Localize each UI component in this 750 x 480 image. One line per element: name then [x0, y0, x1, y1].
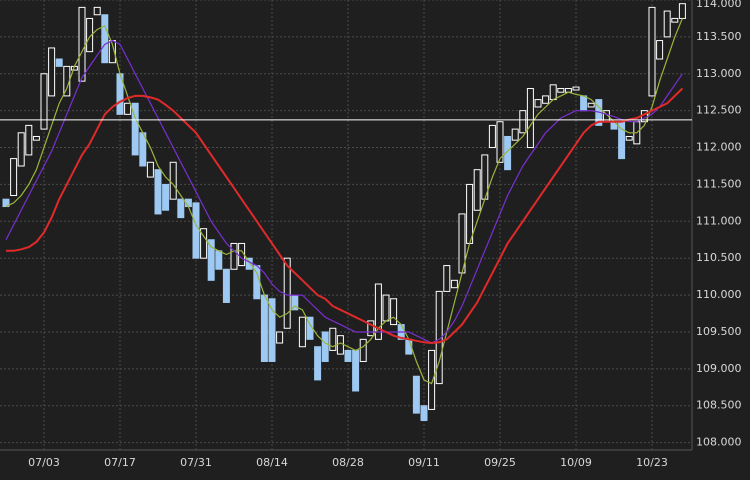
candle [124, 102, 132, 115]
candle [268, 298, 276, 362]
y-tick-label: 109.000 [696, 362, 742, 375]
candle [200, 228, 208, 259]
candle [496, 121, 504, 163]
candle [207, 239, 215, 281]
moving-average [5, 39, 683, 344]
candle [215, 250, 223, 270]
moving-average [6, 87, 684, 345]
candle [671, 17, 679, 23]
x-tick-label: 09/11 [408, 456, 440, 469]
candle [374, 283, 382, 340]
x-tick-label: 07/03 [28, 456, 60, 469]
candle [678, 3, 686, 19]
candle [526, 88, 534, 149]
candle [162, 183, 170, 211]
candle [390, 298, 398, 326]
x-tick-label: 08/28 [332, 456, 364, 469]
candle [352, 349, 360, 392]
candle [488, 124, 496, 149]
x-tick-label: 09/25 [484, 456, 516, 469]
candle [146, 161, 154, 178]
candle [359, 338, 367, 362]
y-tick-label: 111.500 [696, 177, 742, 190]
candle [154, 169, 162, 215]
candle [534, 99, 542, 108]
candle [25, 124, 33, 156]
candle [557, 88, 565, 93]
candle [17, 132, 25, 167]
y-tick-label: 112.000 [696, 141, 742, 154]
candle [572, 86, 580, 91]
candle [192, 202, 200, 259]
candle [93, 6, 101, 16]
candle [344, 349, 352, 362]
y-tick-label: 110.000 [696, 288, 742, 301]
candle [473, 169, 481, 211]
candle [428, 349, 436, 410]
candle [435, 290, 443, 385]
candle [648, 6, 656, 97]
candle [580, 95, 588, 112]
candle [314, 346, 322, 381]
candle [336, 335, 344, 355]
y-tick-label: 108.500 [696, 399, 742, 412]
candle [367, 320, 375, 337]
candle [222, 268, 230, 303]
candle [420, 405, 428, 421]
x-tick-label: 10/09 [560, 456, 592, 469]
candle [329, 327, 337, 351]
candle [276, 331, 284, 344]
candle [504, 135, 512, 171]
x-tick-label: 08/14 [256, 456, 288, 469]
candle [587, 102, 595, 108]
candle [298, 316, 306, 348]
candle [260, 294, 268, 362]
y-tick-label: 113.500 [696, 30, 742, 43]
candle [40, 73, 48, 130]
y-tick-label: 112.500 [696, 104, 742, 117]
candle [542, 95, 550, 104]
candle [55, 58, 63, 67]
candle [511, 128, 519, 141]
candle [32, 135, 40, 141]
candle [549, 84, 557, 101]
candle [656, 40, 664, 60]
candle [169, 161, 177, 200]
x-tick-label: 07/31 [180, 456, 212, 469]
candle [466, 183, 474, 244]
candle [131, 102, 139, 156]
candle [382, 294, 390, 322]
candle [321, 331, 329, 362]
candle [177, 198, 185, 219]
candle [443, 265, 451, 292]
candle [48, 47, 56, 97]
y-tick-label: 114.000 [696, 0, 742, 10]
x-tick-label: 07/17 [104, 456, 136, 469]
candle [78, 6, 86, 82]
x-tick-label: 10/23 [636, 456, 668, 469]
y-tick-label: 110.500 [696, 251, 742, 264]
moving-average [5, 18, 683, 385]
candle [450, 279, 458, 289]
y-tick-label: 113.000 [696, 67, 742, 80]
candle [86, 17, 94, 53]
candle [10, 158, 18, 196]
candle [663, 10, 671, 38]
candle [610, 121, 618, 130]
candle [625, 135, 633, 141]
candle [230, 242, 238, 270]
candle [101, 14, 109, 64]
y-tick-label: 108.000 [696, 436, 742, 449]
y-tick-label: 111.000 [696, 214, 742, 227]
candle [412, 375, 420, 414]
candle [519, 110, 527, 134]
y-tick-label: 109.500 [696, 325, 742, 338]
